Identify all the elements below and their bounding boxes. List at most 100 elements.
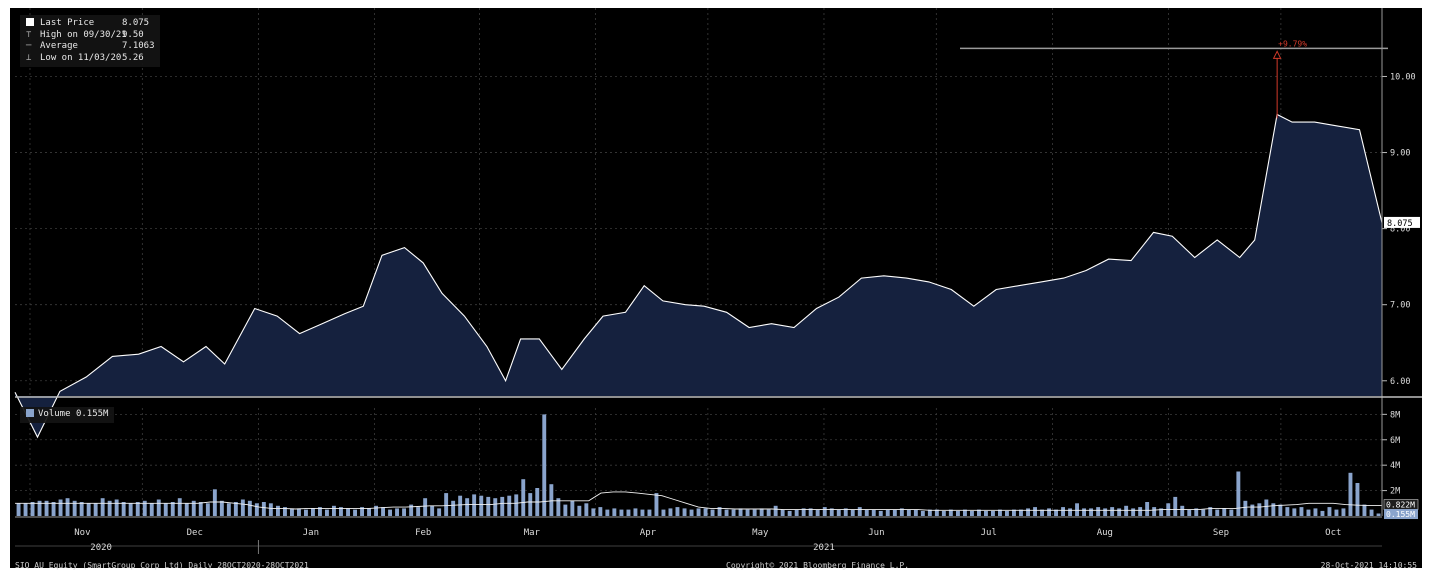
volume-bar (107, 500, 112, 516)
volume-bar (100, 498, 105, 516)
x-tick-label: Jun (868, 528, 884, 538)
low-marker-icon: ⊥ (26, 52, 32, 63)
volume-bar (556, 498, 561, 516)
volume-bar (1348, 472, 1353, 516)
volume-bar (626, 509, 631, 516)
volume-bar (612, 508, 617, 516)
volume-bar (142, 500, 147, 516)
volume-bar (549, 484, 554, 516)
average-label: Average (40, 41, 78, 51)
volume-bar (1012, 509, 1016, 516)
volume-bar (1089, 508, 1093, 516)
volume-bar (254, 503, 259, 516)
volume-bar (149, 503, 154, 516)
last-price-value: 8.075 (122, 18, 150, 28)
volume-bar (233, 502, 238, 516)
volume-bar (1047, 508, 1051, 516)
volume-bar (913, 509, 918, 516)
low-label: Low on 11/03/20 (40, 52, 122, 63)
volume-bar (1075, 503, 1079, 516)
annotation-label: +9.79% (1278, 39, 1307, 48)
volume-bar (836, 509, 841, 516)
volume-bar (1257, 503, 1262, 516)
volume-bar (724, 509, 729, 516)
volume-bar (710, 509, 715, 516)
volume-bar (1320, 510, 1325, 516)
footer-copyright: Copyright© 2021 Bloomberg Finance L.P. (726, 561, 910, 570)
volume-bar (23, 503, 28, 516)
price-area (15, 114, 1382, 438)
last-price-label: Last Price (40, 18, 95, 28)
volume-bar (65, 498, 70, 516)
annotation-arrow-head (1272, 50, 1282, 59)
volume-bar (731, 509, 736, 516)
volume-bar (787, 510, 792, 516)
volume-bar (346, 508, 350, 516)
volume-bar (311, 508, 315, 516)
volume-last-tag-box (1384, 509, 1418, 520)
volume-bar (1096, 507, 1101, 516)
volume-bar (451, 500, 456, 516)
volume-bar (570, 500, 575, 516)
volume-bar (170, 502, 175, 516)
volume-bar (1215, 509, 1220, 516)
volume-bar (1306, 509, 1311, 516)
last-price-tag-box (1384, 216, 1420, 228)
volume-bar (991, 510, 995, 516)
volume-bar (72, 500, 77, 516)
volume-bar (948, 509, 953, 516)
volume-bar (773, 505, 778, 516)
volume-bar (605, 509, 610, 516)
volume-bar (1131, 508, 1136, 516)
y-tick-label: 10.00 (1390, 72, 1416, 82)
volume-bar (920, 510, 925, 516)
volume-bar (212, 489, 217, 516)
volume-bar (647, 509, 652, 516)
volume-bar (1208, 507, 1213, 516)
volume-bar (1236, 471, 1241, 516)
volume-bar (1243, 500, 1248, 516)
volume-bar (353, 509, 357, 516)
x-tick-label: Jul (981, 528, 997, 538)
footer-security: SIQ AU Equity (SmartGroup Corp Ltd) Dail… (15, 561, 309, 570)
low-value: 5.26 (122, 52, 144, 63)
volume-bar (514, 494, 519, 516)
volume-bar (766, 509, 771, 516)
year-label: 2021 (813, 543, 835, 553)
volume-bar (815, 509, 820, 516)
average-marker-icon: ─ (26, 41, 32, 51)
volume-bar (843, 508, 848, 516)
volume-bar (37, 500, 42, 516)
volume-bar (388, 509, 392, 516)
volume-bar (1040, 509, 1044, 516)
volume-bar (871, 509, 876, 516)
volume-bar (430, 505, 435, 516)
last-price-tag: 8.075 (1387, 219, 1413, 229)
volume-last-tag: 0.155M (1386, 510, 1415, 519)
volume-y-tick-label: 2M (1390, 487, 1400, 497)
volume-bar (1327, 507, 1332, 516)
volume-bar (1173, 496, 1178, 516)
volume-bar (444, 493, 449, 516)
volume-bar (1271, 503, 1276, 516)
volume-bar (1264, 499, 1269, 516)
volume-bar (479, 495, 484, 516)
volume-bar (640, 509, 645, 516)
volume-bar (998, 509, 1002, 516)
volume-bar (1019, 509, 1023, 516)
volume-bar (1110, 507, 1115, 516)
volume-bar (584, 503, 589, 516)
year-label: 2020 (90, 543, 112, 553)
volume-bar (325, 509, 329, 516)
volume-y-tick-label: 4M (1390, 461, 1400, 471)
volume-bar (374, 505, 378, 516)
volume-bar (30, 502, 35, 516)
x-tick-label: Aug (1097, 528, 1113, 538)
x-tick-label: Nov (74, 528, 90, 538)
x-tick-label: Sep (1213, 528, 1229, 538)
volume-bar (226, 503, 231, 516)
volume-bar (93, 503, 98, 516)
volume-bar (395, 508, 399, 516)
price-series-line (14, 113, 1383, 439)
volume-bar (1159, 508, 1164, 516)
